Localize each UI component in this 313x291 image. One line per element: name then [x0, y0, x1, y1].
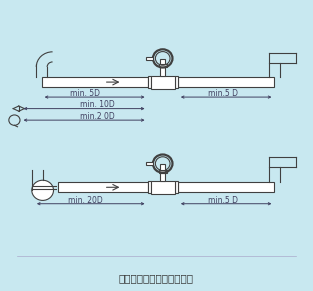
- Polygon shape: [175, 76, 178, 88]
- Text: min. 10D: min. 10D: [80, 100, 115, 109]
- Polygon shape: [178, 77, 275, 87]
- Polygon shape: [42, 77, 147, 87]
- Polygon shape: [151, 76, 175, 89]
- Polygon shape: [175, 181, 178, 193]
- Polygon shape: [160, 59, 165, 64]
- Polygon shape: [160, 68, 165, 76]
- Polygon shape: [146, 57, 153, 60]
- Text: min.5 D: min.5 D: [208, 196, 238, 205]
- Polygon shape: [160, 173, 165, 181]
- Text: min.5 D: min.5 D: [208, 89, 238, 98]
- Text: min. 20D: min. 20D: [68, 196, 103, 205]
- Polygon shape: [151, 181, 175, 194]
- Text: min.2 0D: min.2 0D: [80, 112, 115, 121]
- Polygon shape: [160, 164, 165, 170]
- Polygon shape: [147, 76, 151, 88]
- Polygon shape: [146, 162, 153, 165]
- Circle shape: [32, 180, 54, 200]
- Polygon shape: [159, 170, 167, 173]
- Text: 弯管、阀门和泵之间的安装: 弯管、阀门和泵之间的安装: [119, 273, 194, 283]
- Polygon shape: [58, 182, 147, 192]
- Polygon shape: [147, 181, 151, 193]
- Polygon shape: [159, 64, 167, 68]
- Polygon shape: [178, 182, 275, 192]
- Text: min. 5D: min. 5D: [70, 89, 100, 98]
